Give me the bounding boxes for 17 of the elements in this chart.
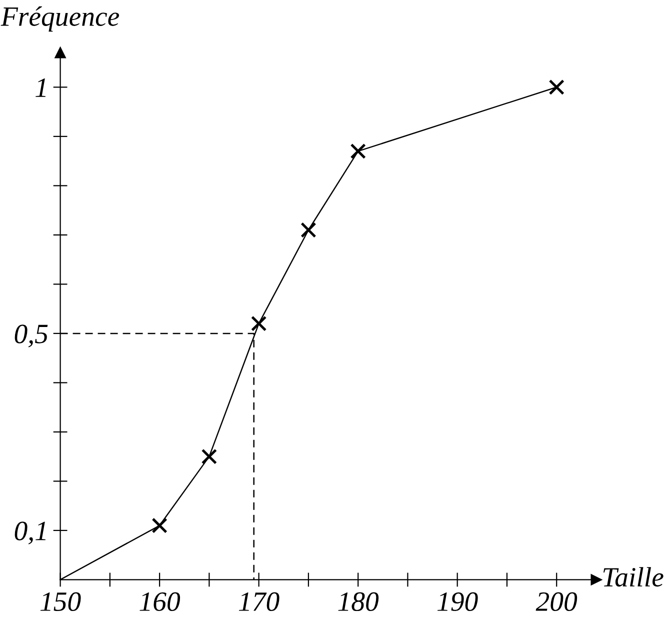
point	[250, 316, 267, 332]
y-axis-title: Fréquence	[0, 6, 120, 32]
x-tick-label: 170	[238, 592, 280, 612]
x-tick-label: 190	[437, 592, 478, 612]
point	[350, 143, 366, 160]
x-axis-title: Taille	[603, 567, 664, 587]
x-tick-label: 160	[140, 592, 180, 612]
y-tick-label: 1	[36, 78, 46, 97]
x-tick-label: 150	[40, 592, 81, 612]
point	[300, 222, 316, 238]
point	[548, 79, 564, 96]
y-tick-label: 0,5	[14, 324, 48, 348]
point	[152, 518, 168, 534]
x-tick-label: 180	[338, 592, 379, 612]
x-tick-label: 200	[536, 592, 578, 612]
point	[201, 448, 218, 464]
y-tick-label: 0,1	[14, 522, 46, 544]
